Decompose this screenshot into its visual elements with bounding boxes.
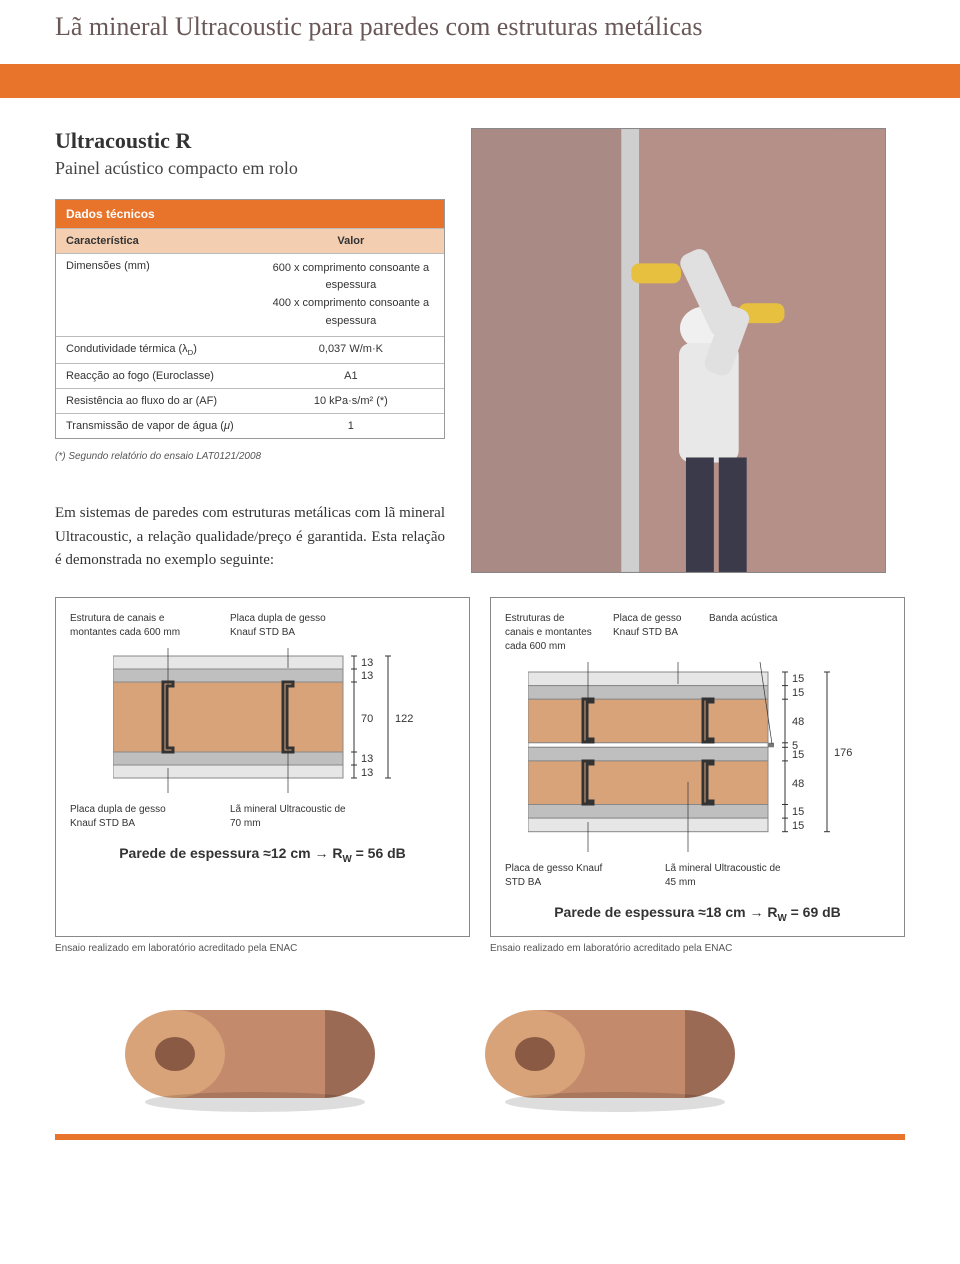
spec-label: Dimensões (mm)	[56, 254, 258, 336]
test-note: Ensaio realizado em laboratório acredita…	[55, 943, 470, 954]
svg-text:48: 48	[792, 778, 804, 790]
svg-text:15: 15	[792, 687, 804, 699]
svg-text:13: 13	[361, 670, 373, 682]
svg-text:122: 122	[395, 713, 413, 725]
roll-illustration	[475, 974, 755, 1114]
diagram-label: Placa de gesso Knauf STD BA	[505, 862, 625, 890]
wall-section-svg: 15 15 48 5 15 48 15 15 176	[528, 662, 868, 852]
spec-value: 600 x comprimento consoante a espessura …	[258, 254, 444, 336]
wall-diagram-18cm: Estruturas de canais e montantes cada 60…	[490, 597, 905, 937]
svg-text:15: 15	[792, 806, 804, 818]
product-subtitle: Ultracoustic R	[55, 128, 445, 154]
svg-text:176: 176	[834, 747, 852, 759]
diagram-label: Lã mineral Ultracoustic de 70 mm	[230, 803, 350, 831]
diagram-label: Estrutura de canais e montantes cada 600…	[70, 612, 190, 640]
spec-value: A1	[258, 364, 444, 388]
diagram-label: Placa de gesso Knauf STD BA	[613, 612, 691, 654]
spec-label: Resistência ao fluxo do ar (AF)	[56, 389, 258, 413]
page-title: Lã mineral Ultracoustic para paredes com…	[55, 0, 905, 44]
svg-text:48: 48	[792, 716, 804, 728]
svg-text:15: 15	[792, 673, 804, 685]
diagram-label: Banda acústica	[709, 612, 787, 654]
spec-col-value: Valor	[258, 229, 444, 253]
spec-value: 10 kPa·s/m² (*)	[258, 389, 444, 413]
product-photos	[55, 974, 905, 1114]
svg-text:13: 13	[361, 753, 373, 765]
wall-section-svg: 13 13 70 13 13 122	[113, 648, 413, 793]
svg-text:13: 13	[361, 767, 373, 779]
diagram-label: Placa dupla de gesso Knauf STD BA	[70, 803, 190, 831]
spec-col-label: Característica	[56, 229, 258, 253]
wall-diagram-12cm: Estrutura de canais e montantes cada 600…	[55, 597, 470, 937]
svg-text:13: 13	[361, 657, 373, 669]
spec-table: Dados técnicos Característica Valor Dime…	[55, 199, 445, 440]
diagram-label: Lã mineral Ultracoustic de 45 mm	[665, 862, 785, 890]
spec-value: 0,037 W/m·K	[258, 337, 444, 363]
diagram-label: Placa dupla de gesso Knauf STD BA	[230, 612, 350, 640]
svg-text:15: 15	[792, 749, 804, 761]
accent-bar	[0, 64, 960, 98]
spec-table-header: Dados técnicos	[56, 200, 444, 228]
spec-label: Condutividade térmica (λD)	[56, 337, 258, 363]
body-paragraph: Em sistemas de paredes com estruturas me…	[55, 502, 445, 572]
spec-footnote: (*) Segundo relatório do ensaio LAT0121/…	[55, 451, 445, 462]
diagram-label: Estruturas de canais e montantes cada 60…	[505, 612, 595, 654]
footer-rule	[55, 1134, 905, 1140]
roll-illustration	[115, 974, 395, 1114]
spec-label: Transmissão de vapor de água (μ)	[56, 414, 258, 438]
installation-photo	[471, 128, 886, 573]
diagram-result: Parede de espessura ≈12 cm → RW = 56 dB	[70, 845, 455, 865]
spec-label: Reacção ao fogo (Euroclasse)	[56, 364, 258, 388]
svg-text:15: 15	[792, 820, 804, 832]
spec-value: 1	[258, 414, 444, 438]
svg-text:70: 70	[361, 713, 373, 725]
product-subtitle-desc: Painel acústico compacto em rolo	[55, 158, 445, 179]
test-note: Ensaio realizado em laboratório acredita…	[490, 943, 905, 954]
photo-illustration	[472, 129, 885, 572]
diagram-result: Parede de espessura ≈18 cm → RW = 69 dB	[505, 904, 890, 924]
